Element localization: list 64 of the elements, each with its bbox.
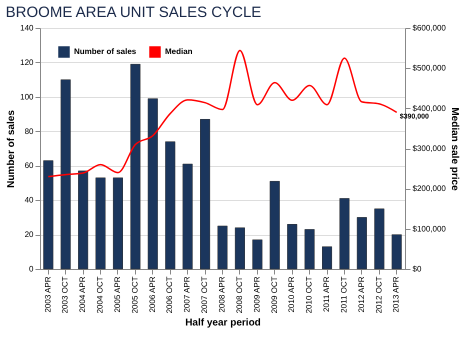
bar — [43, 160, 54, 270]
x-tick-label: 2011 APR — [322, 276, 332, 312]
bar — [200, 118, 210, 270]
y-tick-label: 60 — [24, 161, 34, 170]
legend-label: Number of sales — [74, 47, 137, 56]
y2-tick-label: $400,000 — [412, 104, 446, 113]
y2-tick-label: $0 — [412, 264, 422, 274]
bar — [112, 178, 124, 270]
chart-title: BROOME AREA UNIT SALES CYCLE — [6, 4, 262, 21]
x-tick-label: 2013 APR — [392, 276, 401, 313]
y-tick-label: 20 — [24, 230, 34, 240]
y2-tick-label: $100,000 — [412, 224, 446, 234]
bar — [148, 98, 158, 270]
bar — [78, 170, 88, 270]
x-tick-label: 2007 OCT — [200, 276, 210, 314]
x-tick-label: 2004 APR — [78, 276, 88, 313]
bar — [322, 246, 332, 270]
x-tick-label: 2006 OCT — [165, 276, 174, 314]
bar — [304, 229, 315, 270]
bar — [287, 224, 298, 270]
bar — [182, 164, 193, 270]
bar — [339, 198, 350, 270]
y-tick-label: 100 — [20, 92, 34, 102]
x-tick-label: 2009 OCT — [270, 276, 279, 314]
x-tick-label: 2010 OCT — [304, 276, 314, 314]
x-tick-label: 2004 OCT — [96, 276, 105, 314]
legend-label: Median — [165, 47, 193, 56]
x-tick-label: 2009 APR — [252, 276, 262, 313]
x-tick-label: 2008 APR — [218, 276, 226, 313]
y-tick-label: 0 — [29, 264, 34, 274]
line-series — [48, 50, 398, 178]
bar — [374, 208, 384, 270]
bar — [217, 226, 228, 270]
x-tick-label: 2012 OCT — [374, 276, 384, 314]
bar — [252, 239, 262, 270]
x-tick-label: 2003 OCT — [60, 276, 70, 314]
x-tick-label: 2011 OCT — [339, 276, 348, 313]
x-tick-label: 2005 APR — [112, 276, 122, 313]
x-tick-label: 2012 APR — [356, 276, 366, 313]
x-tick-label: 2010 APR — [287, 276, 296, 313]
y2-tick-label: $300,000 — [412, 144, 446, 153]
x-tick-label: 2007 APR — [182, 276, 192, 313]
x-tick-label: 2005 OCT — [130, 276, 140, 314]
bar — [60, 79, 71, 270]
y2-tick-label: $200,000 — [412, 184, 446, 194]
bar — [165, 141, 176, 270]
y-axis-title: Number of sales — [6, 110, 18, 188]
x-axis-title: Half year period — [185, 317, 261, 328]
y2-tick-label: $500,000 — [412, 64, 446, 73]
bar — [356, 217, 367, 270]
x-tick-label: 2003 APR — [43, 276, 52, 313]
bar — [234, 227, 245, 270]
y2-tick-label: $600,000 — [412, 24, 446, 32]
y-tick-label: 40 — [24, 196, 34, 205]
bar — [270, 180, 280, 270]
bar — [96, 178, 106, 270]
y2-axis-title: Median sale price — [448, 107, 460, 192]
bar — [130, 64, 140, 270]
x-tick-label: 2008 OCT — [234, 276, 244, 314]
x-tick-label: 2006 APR — [148, 276, 157, 313]
y-tick-label: 80 — [24, 126, 34, 136]
y-tick-label: 140 — [20, 24, 34, 32]
y-tick-label: 120 — [20, 58, 34, 67]
bar — [392, 234, 402, 270]
